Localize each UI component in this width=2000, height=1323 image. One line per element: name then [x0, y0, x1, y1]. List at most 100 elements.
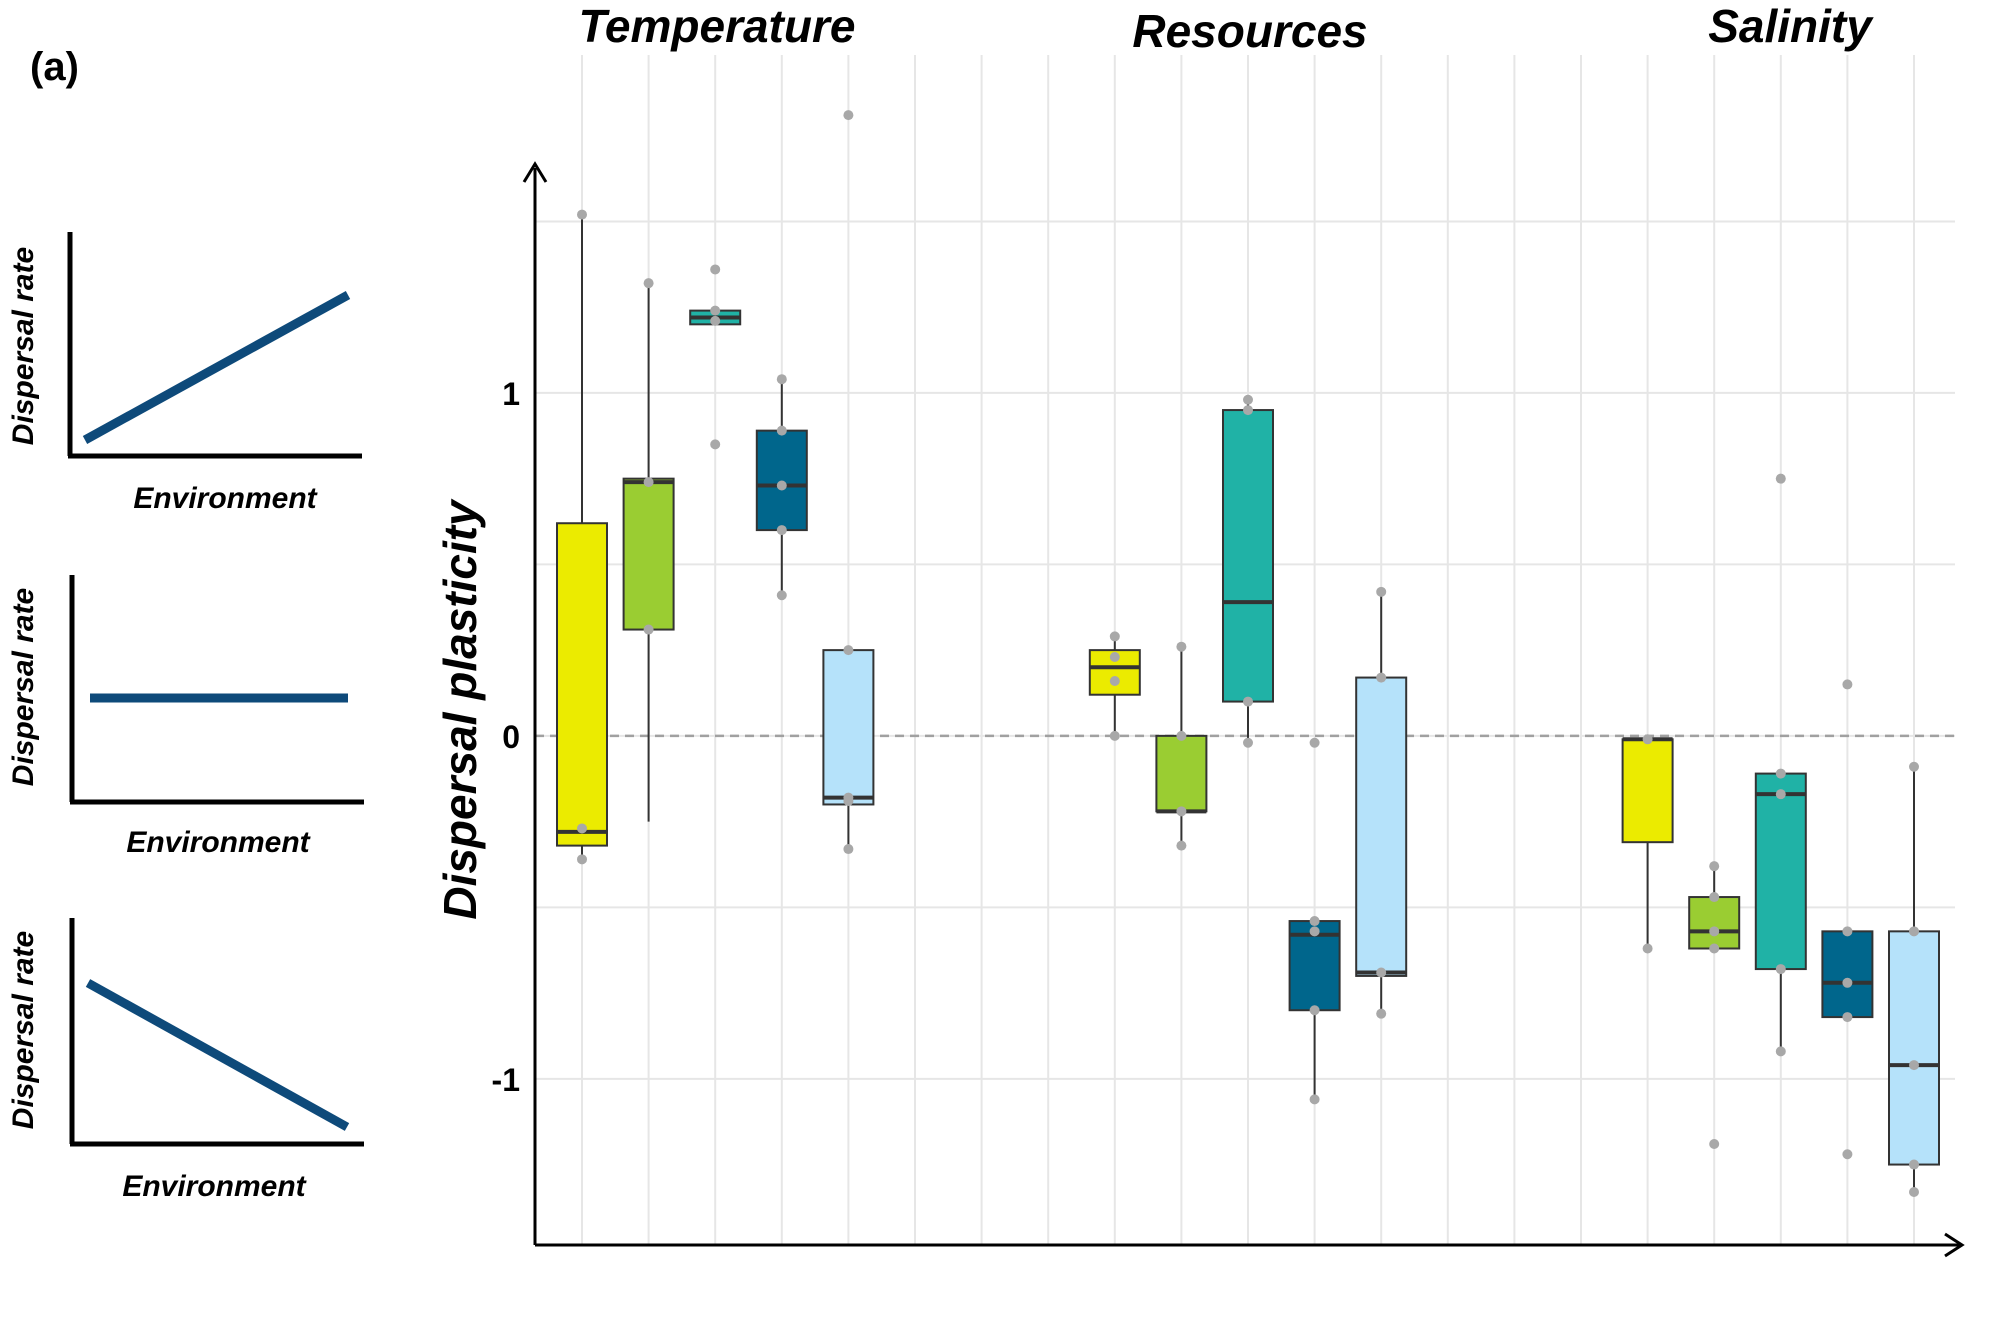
box — [1355, 586, 1408, 1019]
data-point — [776, 425, 787, 436]
data-point — [843, 844, 854, 855]
y-tick-label: 1 — [502, 376, 520, 412]
box — [689, 264, 742, 450]
data-point — [710, 315, 721, 326]
box — [1222, 394, 1274, 748]
inset-x-label: Environment — [126, 826, 311, 859]
data-point — [1243, 394, 1253, 405]
data-point — [1309, 1005, 1320, 1016]
data-point — [1309, 737, 1320, 748]
data-point — [1243, 737, 1253, 748]
y-axis-arrow — [522, 161, 548, 183]
data-point — [1376, 967, 1387, 978]
data-point — [577, 854, 587, 865]
data-point — [776, 525, 787, 536]
box-plot: 1 0 -1 Dispersal plasticity Temperature Re… — [434, 0, 1965, 1258]
data-point — [1909, 1159, 1919, 1170]
box — [1821, 679, 1874, 1160]
data-point — [1109, 730, 1120, 741]
box-body — [822, 649, 875, 806]
box — [755, 374, 808, 601]
box — [1888, 761, 1940, 1197]
group-label-resources: Resources — [1132, 5, 1367, 57]
data-point — [1243, 696, 1253, 707]
data-point — [1775, 768, 1786, 779]
data-point — [1309, 916, 1320, 927]
data-point — [1842, 926, 1853, 937]
data-point — [1709, 1138, 1720, 1149]
data-point — [1176, 840, 1187, 851]
data-point — [1176, 730, 1187, 741]
data-point — [1309, 1094, 1320, 1105]
y-tick-label: -1 — [492, 1062, 520, 1098]
data-point — [1309, 926, 1320, 937]
box-body — [755, 429, 808, 532]
box — [1754, 473, 1807, 1057]
inset-y-label: Dispersal rate — [7, 588, 40, 786]
box-body — [1888, 930, 1940, 1166]
inset-x-label: Environment — [122, 1170, 307, 1203]
data-point — [1642, 943, 1653, 954]
data-point — [1775, 473, 1786, 484]
box-body — [1155, 734, 1208, 813]
group-label-salinity: Salinity — [1708, 0, 1874, 52]
data-point — [1376, 672, 1387, 683]
data-point — [1243, 405, 1253, 416]
group-label-temperature: Temperature — [579, 0, 856, 52]
data-point — [1176, 806, 1187, 817]
box-body — [1222, 409, 1274, 703]
box-body — [1754, 772, 1807, 971]
data-point — [1775, 964, 1786, 975]
box — [1155, 641, 1208, 851]
inset-increasing: Dispersal rate Environment — [7, 232, 362, 515]
box-body — [1355, 676, 1408, 977]
box-body — [622, 477, 675, 631]
data-point — [710, 264, 721, 275]
data-point — [643, 477, 654, 488]
data-point — [1775, 789, 1786, 800]
data-point — [1709, 926, 1720, 937]
data-point — [776, 590, 787, 601]
box — [556, 209, 608, 865]
inset-y-label: Dispersal rate — [7, 931, 40, 1129]
axes — [522, 161, 1965, 1258]
box-body — [1621, 738, 1674, 844]
box — [1088, 631, 1141, 741]
data-point — [1709, 892, 1720, 903]
inset-flat: Dispersal rate Environment — [7, 575, 364, 859]
data-point — [1376, 1008, 1387, 1019]
data-point — [1709, 943, 1720, 954]
data-point — [1109, 651, 1120, 662]
data-point — [710, 305, 721, 316]
box-body — [1821, 930, 1874, 1019]
y-axis-title: Dispersal plasticity — [434, 498, 486, 920]
data-point — [843, 645, 854, 656]
inset-trend-line — [85, 979, 350, 1131]
data-point — [1842, 679, 1853, 690]
data-point — [1376, 586, 1387, 597]
boxes — [556, 110, 1940, 1197]
data-point — [1909, 1186, 1919, 1197]
box — [1621, 734, 1674, 954]
data-point — [1909, 1060, 1919, 1071]
data-point — [710, 439, 721, 450]
data-point — [1109, 675, 1120, 686]
data-point — [776, 480, 787, 491]
data-point — [1842, 1149, 1853, 1160]
inset-trend-line — [82, 291, 351, 444]
data-point — [843, 792, 854, 803]
box-body — [1688, 896, 1741, 950]
data-point — [577, 823, 587, 834]
data-point — [1775, 1046, 1786, 1057]
inset-y-label: Dispersal rate — [7, 247, 40, 445]
inset-decreasing: Dispersal rate Environment — [7, 918, 364, 1203]
x-axis-arrow — [1944, 1232, 1965, 1258]
inset-x-label: Environment — [133, 482, 318, 515]
y-tick-labels: 1 0 -1 — [492, 376, 520, 1098]
data-point — [1909, 761, 1919, 772]
data-point — [843, 110, 854, 121]
box — [1688, 861, 1741, 1149]
data-point — [1842, 977, 1853, 988]
data-point — [1176, 641, 1187, 652]
